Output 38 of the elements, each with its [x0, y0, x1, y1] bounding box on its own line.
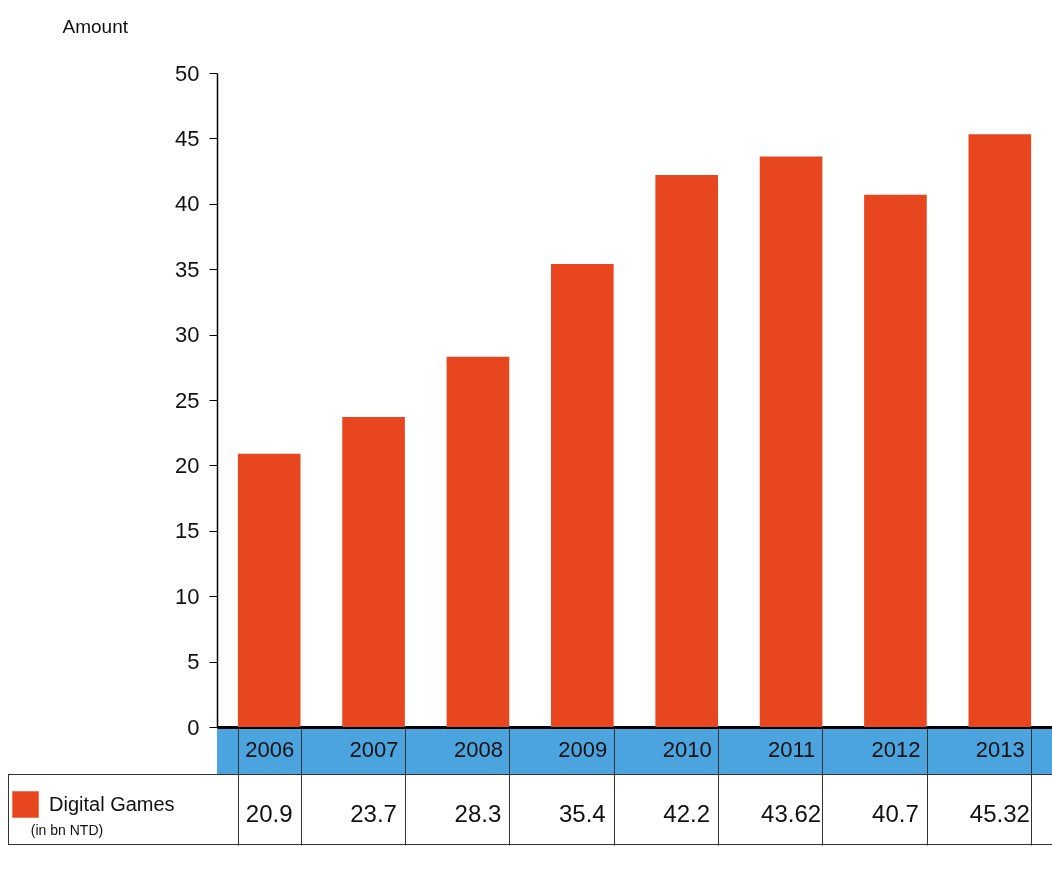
- data-label: 20.9: [245, 800, 293, 827]
- x-tick-label: 2007: [349, 736, 399, 762]
- bar: [655, 175, 718, 727]
- bar: [446, 356, 510, 727]
- x-tick-label: 2009: [558, 736, 608, 762]
- x-tick-label: 2012: [871, 736, 921, 762]
- y-tick-label: 35: [175, 256, 200, 282]
- text: (in bn NTD): [30, 822, 104, 838]
- data-label: 40.7: [872, 800, 919, 827]
- bar: [968, 134, 1032, 727]
- x-tick-label: 2013: [975, 736, 1025, 762]
- y-tick-label: 0: [187, 714, 200, 740]
- x-tick-label: 2010: [662, 736, 712, 762]
- data-label: 45.32: [969, 800, 1030, 827]
- x-tick-label: 2006: [245, 736, 295, 762]
- y-tick-label: 15: [175, 518, 200, 544]
- y-tick-label: 20: [175, 452, 200, 478]
- data-label: 43.62: [761, 800, 822, 827]
- bar: [342, 417, 405, 727]
- data-label: 28.3: [454, 800, 502, 827]
- data-label: 35.4: [558, 800, 606, 827]
- y-tick-label: 25: [175, 387, 200, 413]
- x-tick-label: 2011: [767, 736, 816, 762]
- bar: [759, 156, 823, 727]
- data-label: 42.2: [663, 800, 711, 827]
- bar: [864, 194, 927, 727]
- y-tick-label: 30: [175, 322, 200, 348]
- data-label: 23.7: [350, 800, 397, 827]
- bar: [551, 263, 614, 727]
- y-tick-label: 45: [175, 125, 200, 151]
- bar: [237, 453, 301, 727]
- y-tick-label: 10: [175, 583, 200, 609]
- y-tick-label: 5: [187, 649, 200, 675]
- y-axis-title: Amount: [62, 15, 129, 37]
- y-tick-label: 40: [175, 191, 200, 217]
- legend-label: Digital Games: [49, 792, 175, 815]
- y-tick-label: 50: [175, 60, 200, 86]
- x-tick-label: 2008: [453, 736, 503, 762]
